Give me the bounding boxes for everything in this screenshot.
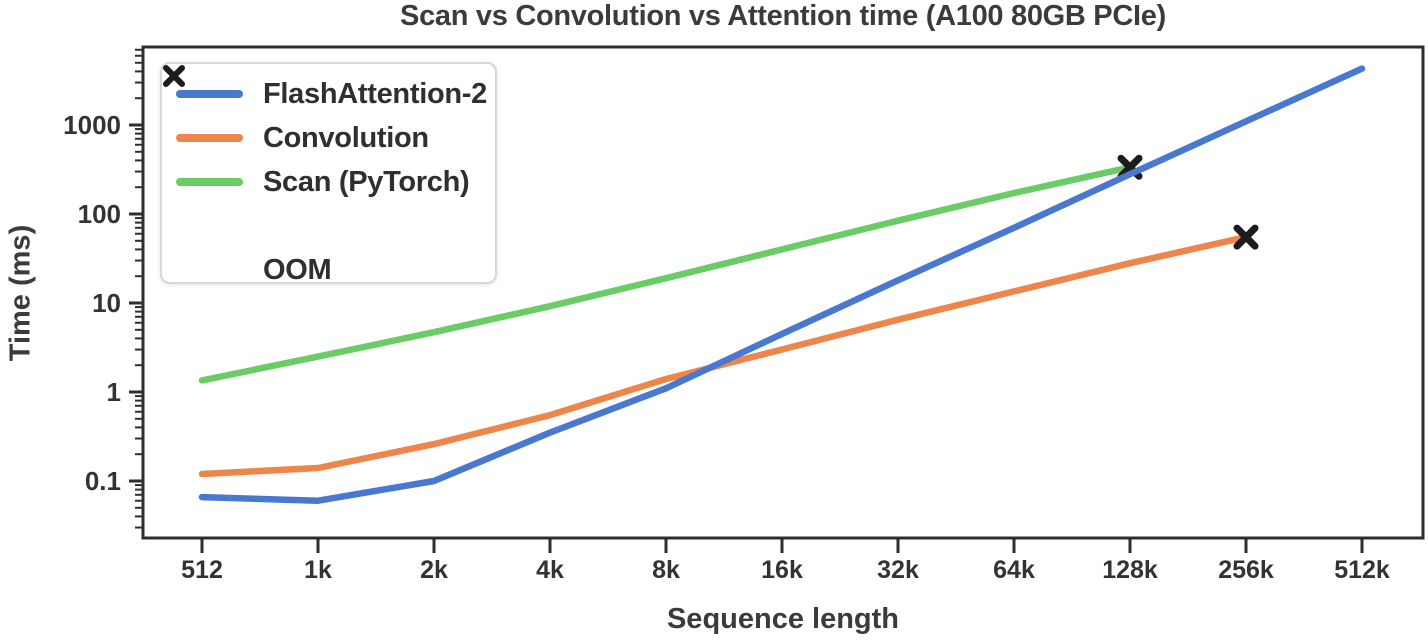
- series-line-flashattention-2: [198, 65, 1366, 504]
- oom-marker-icon: [1117, 154, 1143, 180]
- y-tick-label: 10: [92, 288, 121, 318]
- y-tick-label: 100: [78, 199, 121, 229]
- x-tick-label: 32k: [877, 556, 919, 584]
- series-line-scan-pytorch-: [198, 164, 1134, 384]
- legend-label: Scan (PyTorch): [263, 165, 470, 198]
- y-tick-label: 1000: [63, 110, 121, 140]
- convolution-line-icon: [176, 134, 243, 142]
- legend-label: FlashAttention-2: [263, 77, 487, 110]
- legend-label: Convolution: [263, 121, 429, 154]
- y-tick-label: 0.1: [85, 466, 121, 496]
- x-tick-label: 1k: [304, 556, 332, 584]
- plot-border: [141, 45, 1425, 540]
- x-tick-label: 512: [181, 556, 223, 584]
- x-axis-title: Sequence length: [666, 603, 900, 635]
- oom-x-icon: [163, 65, 185, 87]
- legend-item-scan: Scan (PyTorch): [168, 160, 489, 204]
- x-tick-label: 8k: [652, 556, 680, 584]
- x-tick-label: 64k: [993, 556, 1035, 584]
- y-axis-title: Time (ms): [4, 224, 37, 362]
- flashattention-2-line-icon: [176, 90, 243, 98]
- x-tick-label: 512k: [1334, 556, 1390, 584]
- x-tick-label: 128k: [1102, 556, 1158, 584]
- legend-item-convolution: Convolution: [168, 116, 489, 160]
- y-tick-label: 1: [107, 377, 121, 407]
- legend-label: OOM: [263, 253, 332, 286]
- x-tick-label: 2k: [420, 556, 448, 584]
- scan-line-icon: [176, 178, 243, 186]
- oom-marker-icon: [1233, 224, 1259, 250]
- legend-spacer: [168, 204, 489, 248]
- chart-title: Scan vs Convolution vs Attention time (A…: [400, 0, 1166, 32]
- legend-item-flashattention-2: FlashAttention-2: [168, 72, 489, 116]
- legend-item-oom: OOM: [163, 65, 489, 292]
- x-tick-label: 16k: [761, 556, 803, 584]
- x-tick-label: 256k: [1218, 556, 1274, 584]
- x-tick-label: 4k: [536, 556, 564, 584]
- legend: FlashAttention-2 Convolution Scan (PyTor…: [160, 62, 497, 286]
